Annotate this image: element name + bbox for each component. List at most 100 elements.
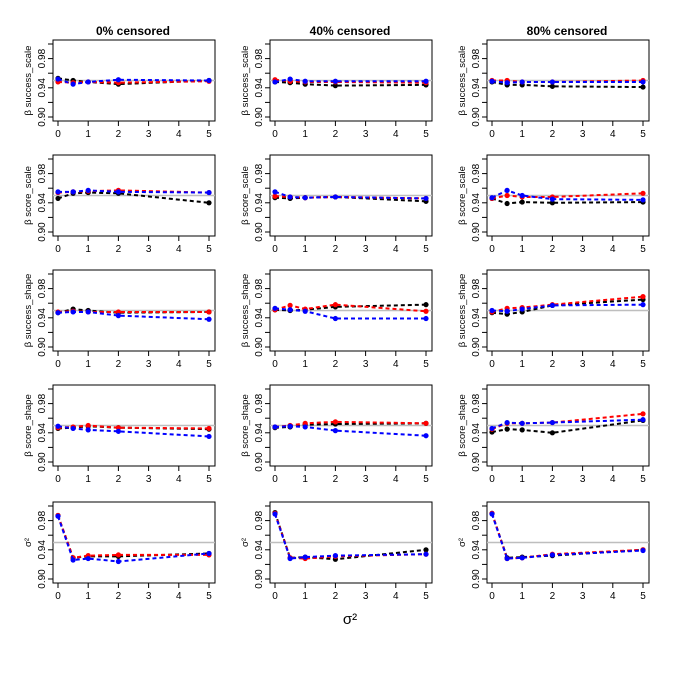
y-tick-label: 0.98 [254,163,265,183]
point-blue [302,78,308,84]
point-blue [85,555,91,562]
x-tick-label: 1 [85,591,91,602]
x-tick-label: 5 [423,474,429,485]
y-tick-label: 0.90 [37,452,48,472]
column-title-80pct: 80% censored [527,24,608,38]
row-label: σ² [240,538,251,547]
y-tick-label: 0.94 [254,78,265,98]
point-red [287,302,293,308]
point-red [332,302,338,308]
y-tick-label: 0.98 [254,48,265,68]
point-blue [287,307,293,313]
x-tick-label: 4 [393,591,399,602]
point-blue [549,79,556,85]
x-tick-label: 0 [489,359,495,370]
point-blue [272,424,278,430]
x-tick-label: 4 [176,474,182,485]
panel-r3-c3: 0 1 2 3 4 5 0.90 0.94 0.98β success_shape [457,269,650,370]
y-tick-label: 0.94 [37,540,48,560]
point-blue [272,79,278,85]
x-tick-label: 4 [176,129,182,140]
x-tick-label: 2 [550,474,556,485]
point-black [519,427,525,433]
x-tick-label: 5 [206,591,212,602]
x-tick-label: 0 [55,244,61,255]
point-red [640,411,646,417]
point-blue [640,547,646,554]
point-blue [549,552,556,558]
point-black [504,200,510,207]
x-tick-label: 4 [610,244,616,255]
point-blue [85,427,91,433]
y-tick-label: 0.90 [37,107,48,127]
y-tick-label: 0.94 [37,423,48,443]
x-tick-label: 3 [363,591,369,602]
point-blue [70,557,76,563]
point-blue [70,189,76,195]
x-tick-label: 5 [640,591,646,602]
point-black [423,302,429,308]
y-tick-label: 0.94 [471,423,482,443]
y-tick-label: 0.98 [471,510,482,530]
point-blue [302,554,308,560]
x-tick-label: 2 [116,591,122,602]
point-blue [519,79,525,85]
x-tick-label: 2 [550,129,556,140]
x-tick-label: 3 [146,244,152,255]
point-blue [640,197,646,203]
point-blue [55,189,61,195]
point-blue [206,550,212,557]
x-tick-label: 3 [146,591,152,602]
y-tick-label: 0.98 [471,278,482,298]
x-tick-label: 0 [272,129,278,140]
series-line-blue [274,513,427,560]
point-blue [549,419,556,426]
x-tick-label: 0 [55,474,61,485]
point-blue [55,423,61,429]
y-tick-label: 0.90 [37,337,48,357]
x-tick-label: 5 [640,244,646,255]
x-tick-label: 1 [302,359,308,370]
point-black [423,547,429,553]
series-line-black [491,298,644,316]
point-blue [489,425,495,432]
y-tick-label: 0.98 [254,393,265,413]
y-tick-label: 0.90 [37,569,48,589]
point-red [504,192,510,199]
x-tick-label: 0 [489,244,495,255]
point-black [549,200,556,206]
point-blue [332,315,338,322]
x-tick-label: 4 [176,591,182,602]
y-tick-label: 0.98 [471,393,482,413]
x-tick-label: 5 [206,244,212,255]
x-tick-label: 3 [146,359,152,370]
x-tick-label: 3 [363,359,369,370]
point-blue [115,558,121,565]
x-tick-label: 2 [333,359,339,370]
row-label: σ² [457,538,468,547]
x-tick-label: 2 [116,359,122,370]
x-tick-label: 4 [393,474,399,485]
x-tick-label: 1 [302,244,308,255]
point-red [115,425,121,431]
point-blue [519,192,525,199]
point-blue [423,315,429,322]
row-label: β score_shape [23,394,34,457]
point-blue [332,428,338,434]
x-tick-label: 5 [206,129,212,140]
x-tick-label: 1 [519,359,525,370]
series-line-red [491,412,644,431]
row-label: β success_shape [23,274,34,348]
series-line-black [57,191,210,204]
point-black [640,84,646,90]
x-tick-label: 2 [116,129,122,140]
point-red [115,309,121,315]
column-title-40pct: 40% censored [310,24,391,38]
x-tick-label: 1 [519,244,525,255]
point-black [549,83,556,89]
x-tick-label: 0 [55,129,61,140]
